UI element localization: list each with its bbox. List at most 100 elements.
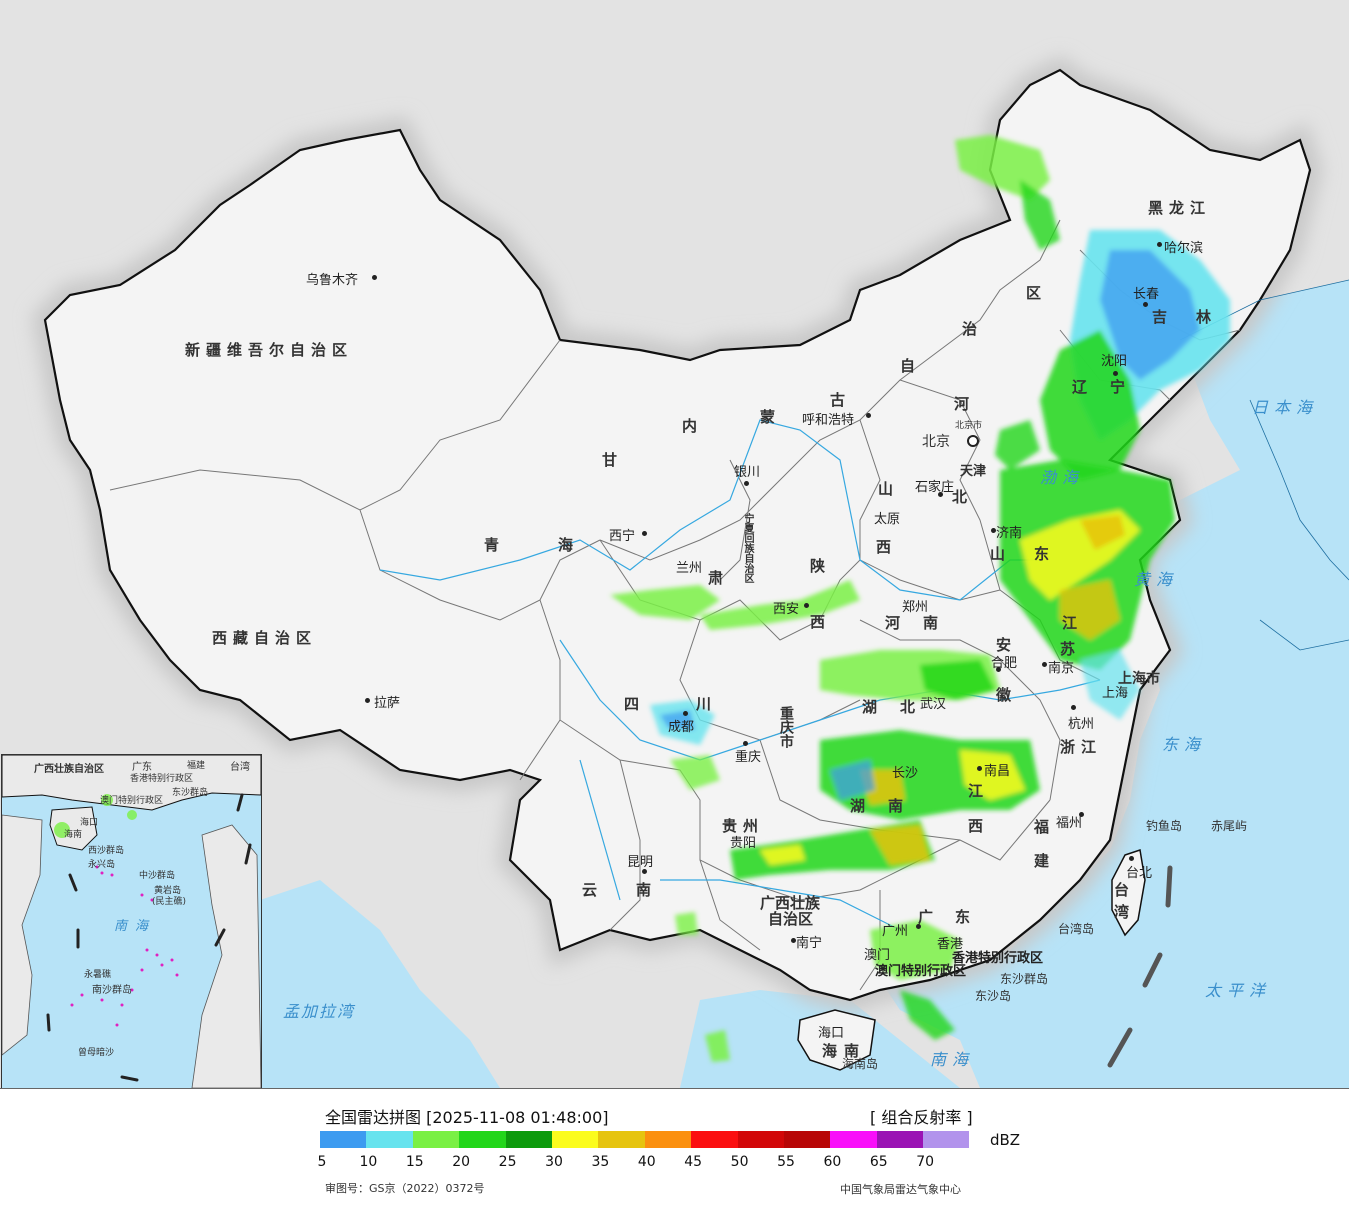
province-liaoning-1: 辽 bbox=[1072, 378, 1088, 396]
echo-northeast-blue bbox=[1100, 250, 1200, 380]
province-hainan-2: 南 bbox=[844, 1042, 860, 1060]
inset-hainan: 海南 bbox=[64, 830, 83, 840]
legend-tick-label: 20 bbox=[452, 1154, 471, 1170]
city-dot bbox=[991, 528, 996, 533]
province-fujian-1: 福 bbox=[1034, 818, 1050, 836]
echo-jiangsu-cyan bbox=[1080, 650, 1140, 720]
city-chengdu: 成都 bbox=[668, 720, 695, 735]
province-beijing: 北京 bbox=[922, 434, 950, 450]
inset-dongsha: 东沙群岛 bbox=[172, 788, 209, 798]
echo-northeast-green bbox=[1040, 330, 1140, 480]
city-dot bbox=[977, 766, 982, 771]
city-dot bbox=[642, 531, 647, 536]
color-swatch bbox=[320, 1131, 367, 1148]
province-qinghai-1: 青 bbox=[484, 536, 500, 554]
color-swatch bbox=[830, 1131, 877, 1148]
city-changsha: 长沙 bbox=[892, 766, 919, 781]
province-jiangxi-2: 西 bbox=[968, 817, 984, 835]
city-dot bbox=[1129, 856, 1134, 861]
color-swatch bbox=[876, 1131, 924, 1148]
inset-zengmu: 曾母暗沙 bbox=[78, 1048, 115, 1058]
city-wuhan: 武汉 bbox=[920, 697, 947, 712]
city-nanjing: 南京 bbox=[1048, 661, 1075, 676]
city-dot bbox=[866, 413, 871, 418]
city-dot bbox=[996, 667, 1001, 672]
province-guangxi-2: 自治区 bbox=[768, 910, 814, 928]
city-dot bbox=[1071, 705, 1076, 710]
legend-title: 全国雷达拼图 [2025-11-08 01:48:00] bbox=[325, 1108, 609, 1127]
province-yunnan-2: 南 bbox=[636, 881, 652, 899]
province-neimenggu-4: 自 bbox=[900, 357, 916, 375]
inset-canvas bbox=[2, 755, 261, 1088]
city-dot bbox=[804, 603, 809, 608]
province-anhui-2: 徽 bbox=[996, 686, 1012, 704]
city-urumqi: 乌鲁木齐 bbox=[306, 273, 359, 288]
map-canvas bbox=[0, 0, 1349, 1088]
legend-unit: dBZ bbox=[990, 1131, 1021, 1149]
province-heilongjiang: 黑龙江 bbox=[1148, 199, 1212, 217]
echo-south-sea-green bbox=[900, 990, 955, 1040]
echo-jiangsu-yellow bbox=[1060, 580, 1120, 640]
taiwan-island bbox=[1111, 849, 1146, 937]
island-diaoyu: 钓鱼岛 bbox=[1146, 819, 1183, 833]
echo-guangdong-green bbox=[870, 920, 960, 980]
province-xinjiang: 新疆维吾尔自治区 bbox=[185, 341, 354, 359]
island-taiwan: 台湾岛 bbox=[1058, 922, 1095, 936]
inset-huangyan-alt: (民主礁) bbox=[152, 897, 187, 907]
city-jinan: 济南 bbox=[996, 526, 1023, 541]
city-nanchang: 南昌 bbox=[984, 764, 1011, 779]
island-chiwei: 赤尾屿 bbox=[1211, 819, 1248, 833]
sea-bengal: 孟加拉湾 bbox=[283, 1002, 356, 1021]
city-lhasa: 拉萨 bbox=[374, 696, 401, 711]
legend-tick-label: 70 bbox=[916, 1154, 935, 1170]
color-swatch bbox=[505, 1131, 552, 1148]
city-dot bbox=[938, 492, 943, 497]
province-tianjin: 天津 bbox=[960, 464, 987, 479]
city-xining: 西宁 bbox=[609, 529, 636, 544]
island-dongsha: 东沙岛 bbox=[975, 989, 1012, 1003]
city-lanzhou: 兰州 bbox=[676, 561, 703, 576]
island-hainan: 海南岛 bbox=[842, 1057, 879, 1071]
city-dot bbox=[683, 711, 688, 716]
inset-xisha: 西沙群岛 bbox=[88, 846, 125, 856]
province-guangdong-1: 广 bbox=[918, 908, 934, 926]
legend-tick-label: 40 bbox=[637, 1154, 656, 1170]
province-henan-2: 南 bbox=[923, 614, 939, 632]
legend-tick-label: 25 bbox=[498, 1154, 517, 1170]
sea-bohai: 渤海 bbox=[1040, 468, 1085, 487]
inset-haikou: 海口 bbox=[80, 818, 99, 828]
city-shanghai: 上海 bbox=[1102, 686, 1129, 701]
inset-south-sea: 南海 bbox=[114, 919, 157, 934]
city-nanning: 南宁 bbox=[796, 936, 823, 951]
sea-south: 南海 bbox=[930, 1050, 975, 1069]
color-scale-bar bbox=[320, 1131, 970, 1148]
radar-map[interactable]: 新疆维吾尔自治区 西藏自治区 青 海 甘 肃 内 蒙 古 自 治 区 黑龙江 吉… bbox=[0, 0, 1349, 1089]
province-shandong-2: 东 bbox=[1034, 545, 1050, 563]
legend-tick-label: 55 bbox=[777, 1154, 795, 1170]
province-guangdong-2: 东 bbox=[955, 908, 971, 926]
province-jilin-1: 吉 bbox=[1152, 308, 1168, 326]
inset-hk: 香港特别行政区 bbox=[130, 774, 194, 784]
color-swatch bbox=[412, 1131, 460, 1148]
color-swatch bbox=[737, 1131, 784, 1148]
province-taiwan-2: 湾 bbox=[1114, 903, 1130, 921]
city-zhengzhou: 郑州 bbox=[902, 600, 929, 615]
city-hefei: 合肥 bbox=[991, 656, 1018, 671]
color-swatch bbox=[551, 1131, 599, 1148]
inset-fujian: 福建 bbox=[187, 761, 206, 771]
city-dot bbox=[791, 938, 796, 943]
island-dongsha-group: 东沙群岛 bbox=[1000, 972, 1049, 986]
legend-product: [ 组合反射率 ] bbox=[870, 1108, 973, 1127]
city-taiyuan: 太原 bbox=[874, 512, 901, 527]
city-shenyang: 沈阳 bbox=[1101, 354, 1128, 369]
inset-macau: 澳门特别行政区 bbox=[100, 796, 164, 806]
province-neimenggu-5: 治 bbox=[962, 320, 978, 338]
legend-tick-label: 50 bbox=[730, 1154, 749, 1170]
inset-nansha: 南沙群岛 bbox=[92, 985, 132, 996]
province-guangxi-1: 广西壮族 bbox=[760, 894, 821, 912]
capital-icon bbox=[967, 435, 979, 447]
city-hongkong: 香港 bbox=[937, 937, 964, 952]
inset-zhongsha: 中沙群岛 bbox=[139, 871, 176, 881]
city-dot bbox=[1042, 662, 1047, 667]
city-guiyang: 贵阳 bbox=[730, 836, 757, 851]
